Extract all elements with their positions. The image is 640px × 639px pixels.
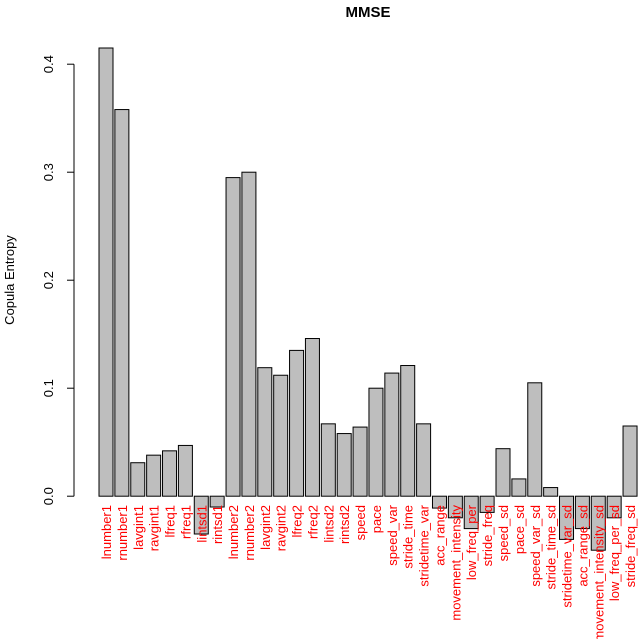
x-tick-label: rintsd1 — [210, 505, 225, 544]
x-tick-label: lintsd2 — [321, 505, 336, 543]
y-tick-label: 0.3 — [41, 163, 56, 181]
bar — [447, 495, 463, 519]
x-tick-label: low_freq_per_sd — [607, 505, 622, 601]
x-tick-label: stride_freq_sd — [623, 505, 638, 587]
x-tick-label: lnumber1 — [99, 505, 114, 559]
bar — [527, 382, 543, 497]
bar — [241, 171, 257, 497]
bar — [559, 495, 575, 540]
bar — [177, 444, 193, 497]
bar — [416, 423, 432, 497]
bar — [273, 374, 289, 497]
x-tick-label: movement_intensity — [448, 505, 463, 621]
x-tick-label: lavgint2 — [258, 505, 273, 550]
bar — [209, 495, 225, 508]
x-tick-label: ravgint2 — [274, 505, 289, 551]
bar — [384, 372, 400, 497]
bar — [622, 425, 638, 497]
bar — [463, 495, 479, 530]
chart-title: MMSE — [346, 4, 391, 21]
x-tick-label: stride_time_sd — [544, 505, 559, 590]
bar — [114, 109, 130, 497]
y-tick-label: 0.1 — [41, 379, 56, 397]
x-tick-label: low_freq_per — [464, 504, 479, 580]
x-tick-label: lnumber2 — [226, 505, 241, 559]
x-tick-label: speed_var_sd — [528, 505, 543, 587]
bar — [320, 423, 336, 497]
x-tick-label: stride_freq — [480, 505, 495, 566]
x-tick-label: rnumber1 — [115, 505, 130, 561]
x-tick-label: stride_time — [401, 505, 416, 569]
x-tick-label: pace — [369, 505, 384, 533]
bar — [130, 462, 146, 497]
bar — [543, 487, 559, 497]
bar — [352, 426, 368, 497]
x-tick-label: ravgint1 — [147, 505, 162, 551]
bar — [606, 495, 622, 519]
bar — [146, 454, 162, 497]
x-tick-label: speed_var — [385, 504, 400, 565]
x-tick-label: lavgint1 — [131, 505, 146, 550]
x-tick-label: pace_sd — [512, 505, 527, 554]
bar — [479, 495, 495, 513]
x-tick-label: speed_sd — [496, 505, 511, 561]
y-tick-label: 0.4 — [41, 55, 56, 73]
bar — [336, 433, 352, 497]
x-tick-label: stridetime_var_sd — [560, 505, 575, 608]
x-tick-label: lintsd1 — [194, 505, 209, 543]
bar — [225, 177, 241, 497]
x-tick-label: acc_range — [432, 505, 447, 566]
x-tick-label: rfreq2 — [305, 505, 320, 539]
bar — [511, 478, 527, 497]
x-tick-label: rintsd2 — [337, 505, 352, 544]
bar — [368, 387, 384, 497]
x-tick-label: speed — [353, 505, 368, 540]
bar — [495, 448, 511, 497]
bar — [289, 349, 305, 497]
bar — [193, 495, 209, 535]
bar — [257, 367, 273, 497]
bar — [304, 338, 320, 497]
x-tick-label: acc_range_sd — [575, 505, 590, 587]
x-tick-label: lfreq1 — [163, 505, 178, 538]
x-tick-label: stridetime_var — [417, 504, 432, 586]
bar — [574, 495, 590, 530]
x-tick-label: rnumber2 — [242, 505, 257, 561]
x-tick-label: movement_intensity_sd — [591, 505, 606, 639]
bar — [98, 47, 114, 497]
y-axis-label: Copula Entropy — [2, 235, 17, 325]
x-tick-label: rfreq1 — [178, 505, 193, 539]
bar — [590, 495, 606, 551]
y-tick-label: 0.2 — [41, 271, 56, 289]
bar — [162, 450, 178, 497]
bar — [400, 365, 416, 497]
x-tick-label: lfreq2 — [290, 505, 305, 538]
bar — [431, 495, 447, 509]
y-tick-label: 0.0 — [41, 487, 56, 505]
